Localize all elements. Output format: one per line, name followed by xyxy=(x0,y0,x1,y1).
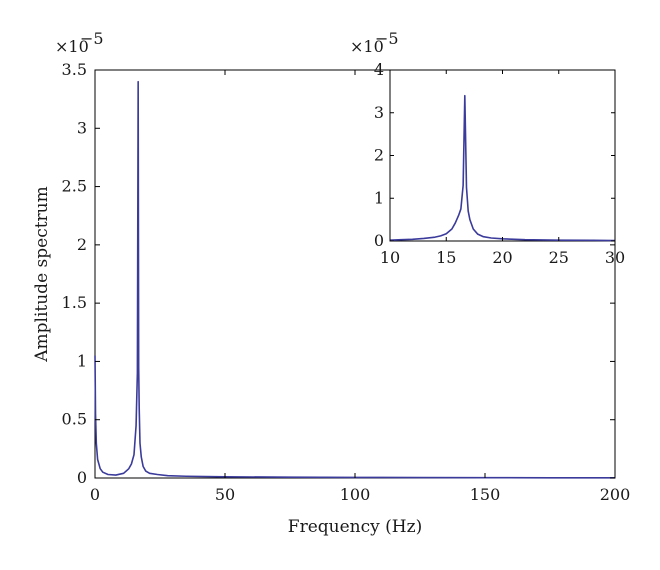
inset-y-tick-label: 0 xyxy=(374,231,384,250)
main-y-tick-label: 2.5 xyxy=(62,177,87,196)
main-y-tick-label: 1 xyxy=(77,351,87,370)
main-y-tick-label: 0.5 xyxy=(62,410,87,429)
main-series-layer xyxy=(94,80,615,479)
main-y-axis-title: Amplitude spectrum xyxy=(32,186,52,363)
inset-x-tick-label: 25 xyxy=(549,248,569,267)
main-y-tick-label: 3 xyxy=(77,118,87,137)
inset-y-tick-label: 1 xyxy=(374,188,384,207)
main-series-line-0 xyxy=(94,80,615,479)
inset-x-tick-label: 10 xyxy=(380,248,400,267)
inset-y-scale-label: ×10 xyxy=(350,37,384,56)
inset-x-tick-label: 15 xyxy=(436,248,456,267)
main-x-tick-label: 0 xyxy=(90,485,100,504)
main-y-scale-exponent: −5 xyxy=(80,29,104,48)
inset-y-tick-label: 4 xyxy=(374,60,384,79)
main-y-scale-label: ×10 xyxy=(55,37,89,56)
inset-y-scale-exponent: −5 xyxy=(375,29,399,48)
main-y-tick-label: 0 xyxy=(77,468,87,487)
main-x-tick-label: 200 xyxy=(600,485,631,504)
inset-y-tick-label: 3 xyxy=(374,103,384,122)
inset-x-tick-label: 30 xyxy=(605,248,625,267)
main-y-tick-label: 3.5 xyxy=(62,60,87,79)
main-y-tick-label: 2 xyxy=(77,235,87,254)
inset-ticks: 10 15 20 25 30 0 1 2 3 4 xyxy=(374,60,625,267)
inset-plot-frame xyxy=(389,69,616,242)
main-x-tick-label: 50 xyxy=(215,485,235,504)
inset-x-tick-label: 20 xyxy=(492,248,512,267)
main-x-tick-label: 150 xyxy=(470,485,501,504)
main-y-tick-label: 1.5 xyxy=(62,293,87,312)
main-x-tick-label: 100 xyxy=(340,485,371,504)
inset-y-tick-label: 2 xyxy=(374,146,384,165)
inset-plot: 10 15 20 25 30 0 1 2 3 4 ×10 −5 xyxy=(350,29,625,267)
main-x-axis-title: Frequency (Hz) xyxy=(288,517,422,537)
